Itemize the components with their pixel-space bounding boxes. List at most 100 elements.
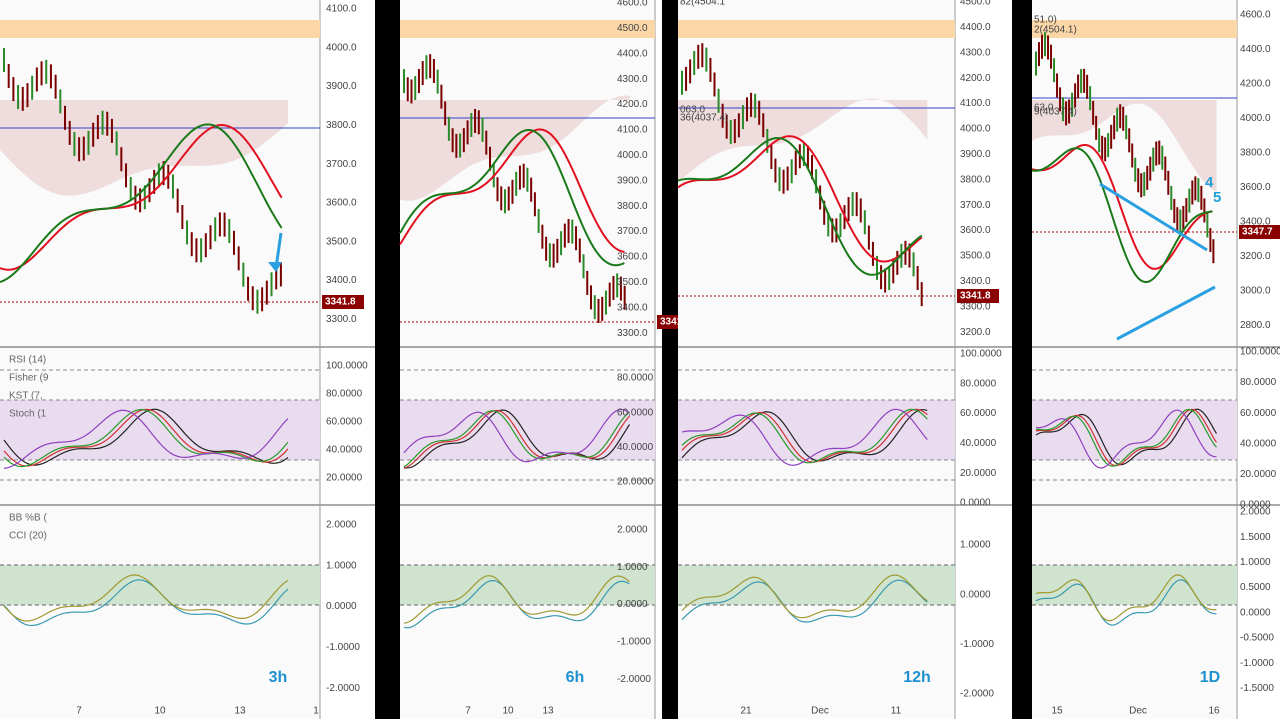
osc-tick-label: 60.0000: [326, 417, 363, 428]
bottom-tick-label: 2.0000: [1240, 507, 1271, 518]
oscillator-line: [403, 410, 630, 468]
oscillator-line: [3, 408, 289, 467]
bb-band: [400, 565, 655, 605]
price-tick-label: 4000.0: [326, 42, 357, 53]
osc-tick-label: 80.0000: [617, 373, 654, 384]
price-tick-label: 3800.0: [326, 120, 357, 131]
price-tick-label: 4600.0: [1240, 10, 1271, 21]
x-tick-label: 11: [891, 706, 902, 717]
osc-tick-label: 40.0000: [326, 445, 363, 456]
annotation: 5: [1213, 189, 1221, 206]
cci-line: [681, 579, 928, 623]
bottom-tick-label: -0.5000: [1240, 633, 1274, 644]
price-tick-label: 4100.0: [326, 4, 357, 15]
bottom-tick-label: 1.5000: [1240, 532, 1271, 543]
price-tick-label: 3200.0: [1240, 251, 1271, 262]
moving-average: [0, 123, 283, 284]
price-tick-label: 4300.0: [617, 74, 648, 85]
price-tick-label: 3400.0: [617, 302, 648, 313]
trend-line: [1116, 285, 1216, 341]
price-tag-box: [322, 295, 364, 309]
x-tick-label: 13: [234, 706, 246, 717]
osc-tick-label: 80.0000: [326, 389, 363, 400]
bb-line: [681, 574, 928, 619]
price-tick-label: 3900.0: [960, 149, 991, 160]
moving-average: [399, 128, 625, 253]
bottom-tick-label: 0.0000: [1240, 607, 1271, 618]
bottom-tick-label: -1.0000: [1240, 658, 1274, 669]
moving-average: [1031, 147, 1213, 283]
bottom-tick-label: 0.0000: [326, 601, 357, 612]
price-tick-label: 4200.0: [617, 99, 648, 110]
chart-panel: 4100.0 4000.0 3900.0 3800.0 3700.0 3600.0 3500…: [0, 0, 375, 719]
bb-band: [1032, 565, 1237, 605]
indicator-label: CCI (20): [9, 531, 47, 542]
oscillator-line: [681, 409, 928, 462]
price-tag-box: [957, 289, 999, 303]
price-tick-label: 4100.0: [617, 125, 648, 136]
price-tag: 3347.7: [1242, 227, 1273, 238]
bottom-tick-label: -1.0000: [617, 637, 651, 648]
bottom-tick-label: 0.0000: [617, 599, 648, 610]
resistance-band: [678, 20, 955, 38]
osc-tick-label: 20.0000: [960, 468, 997, 479]
x-tick-label: 13: [542, 706, 554, 717]
osc-band: [0, 400, 320, 460]
cloud: [0, 100, 288, 196]
price-tick-label: 4600.0: [617, 0, 648, 9]
x-tick-label: 7: [76, 706, 82, 717]
price-tick-label: 4400.0: [1240, 44, 1271, 55]
cci-line: [1035, 579, 1217, 626]
price-tick-label: 3300.0: [960, 301, 991, 312]
x-tick-label: 10: [154, 706, 166, 717]
osc-tick-label: 40.0000: [1240, 438, 1277, 449]
trend-line: [1099, 182, 1208, 252]
price-tick-label: 3400.0: [326, 275, 357, 286]
cloud: [1032, 100, 1217, 193]
price-tick-label: 3900.0: [617, 175, 648, 186]
level-label: 36(4037.4): [680, 113, 728, 124]
price-tick-label: 3600.0: [617, 252, 648, 263]
level-label: 63.0: [1034, 103, 1054, 114]
bottom-tick-label: -2.0000: [960, 689, 994, 700]
oscillator-line: [403, 408, 630, 463]
resistance-band: [1032, 20, 1237, 38]
x-tick-label: 16: [1208, 706, 1220, 717]
x-tick-label: Dec: [811, 706, 829, 717]
osc-tick-label: 80.0000: [1240, 377, 1277, 388]
price-tick-label: 3300.0: [326, 314, 357, 325]
bottom-tick-label: -1.0000: [326, 642, 360, 653]
osc-tick-label: 20.0000: [326, 473, 363, 484]
moving-average: [0, 123, 283, 271]
indicator-label: RSI (14): [9, 355, 46, 366]
moving-average: [1031, 144, 1213, 270]
annotation: 4: [1205, 174, 1214, 191]
price-tick-label: 3700.0: [617, 226, 648, 237]
bb-band: [678, 565, 955, 605]
price-tick-label: 4300.0: [960, 47, 991, 58]
price-tick-label: 3500.0: [617, 277, 648, 288]
timeframe-label: 3h: [269, 669, 288, 686]
oscillator-line: [1035, 409, 1217, 469]
osc-tick-label: 100.0000: [1240, 347, 1280, 358]
cloud: [678, 98, 928, 183]
oscillator-line: [681, 408, 928, 463]
price-tick-label: 3800.0: [617, 201, 648, 212]
bb-band: [0, 565, 320, 605]
indicator-label: Fisher (9: [9, 373, 49, 384]
price-tick-label: 4500.0: [960, 0, 991, 8]
price-tick-label: 2800.0: [1240, 320, 1271, 331]
indicator-label: KST (7,: [9, 391, 43, 402]
bottom-tick-label: 1.0000: [1240, 557, 1271, 568]
x-tick-label: 21: [740, 706, 752, 717]
moving-average: [399, 128, 625, 267]
price-tick-label: 3300.0: [617, 328, 648, 339]
price-tag: 3341.8: [325, 297, 356, 308]
osc-tick-label: 60.0000: [1240, 408, 1277, 419]
osc-tick-label: 0.0000: [960, 498, 991, 509]
moving-average: [677, 135, 923, 263]
price-tick-label: 3700.0: [960, 200, 991, 211]
price-tick-label: 3400.0: [1240, 217, 1271, 228]
price-tick-label: 4500.0: [617, 23, 648, 34]
